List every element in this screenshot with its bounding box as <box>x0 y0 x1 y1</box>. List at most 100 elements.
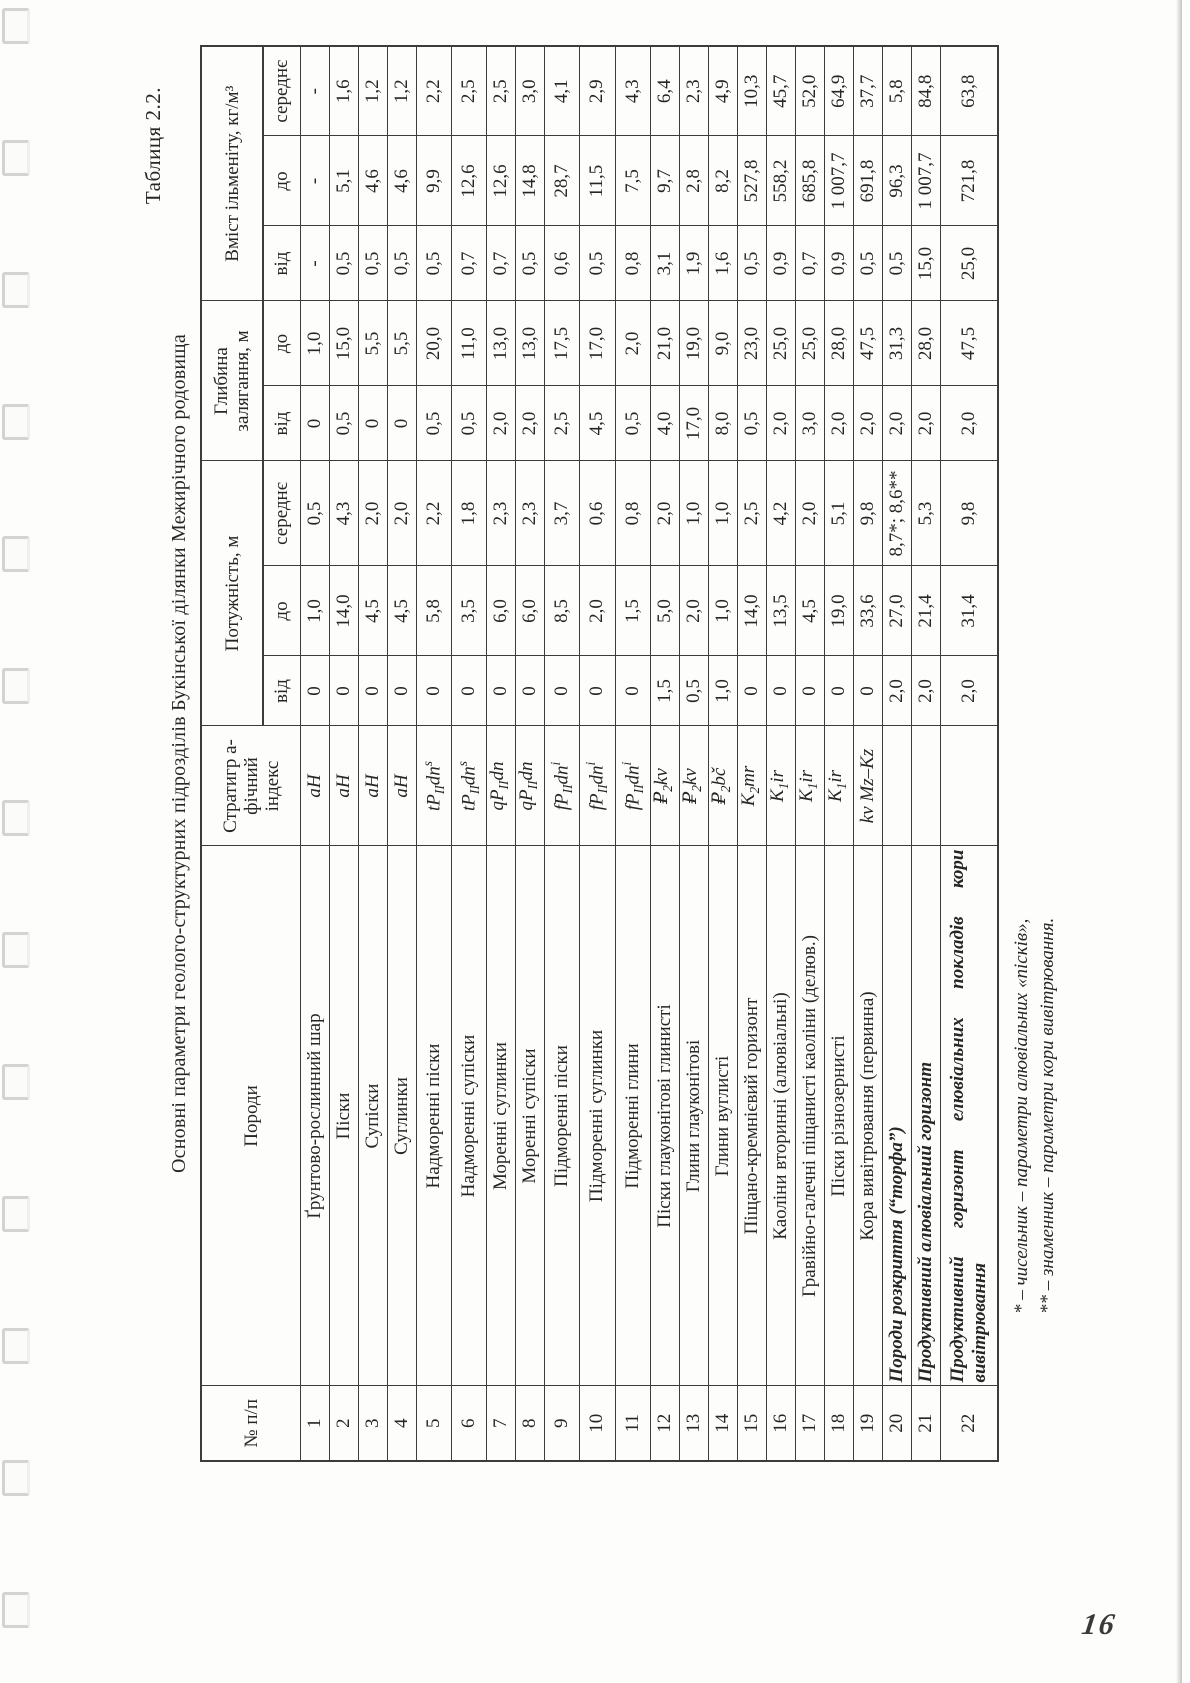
depth-from: 0,5 <box>329 385 359 461</box>
content-avg: - <box>300 45 330 136</box>
depth-from: 0 <box>300 385 330 461</box>
thickness-from: 2,0 <box>911 656 941 726</box>
row-number: 11 <box>615 1386 651 1461</box>
content-to: 685,8 <box>795 135 825 226</box>
depth-from: 0 <box>387 385 417 461</box>
content-avg: 1,2 <box>358 45 388 136</box>
rock-name: Підморенні глини <box>615 846 651 1386</box>
punch-mark <box>2 1592 30 1628</box>
subheader-depth-to: до <box>263 300 301 386</box>
depth-to: 47,5 <box>940 300 998 386</box>
table-row: 1 Ґрунтово-рослинний шар aH 0 1,0 0,5 0 1,0- - - <box>300 45 330 1461</box>
row-number: 20 <box>882 1386 912 1461</box>
thickness-from: 1,5 <box>650 656 680 726</box>
thickness-from: 0 <box>329 656 359 726</box>
depth-to: 13,0 <box>486 300 516 386</box>
strat-index: ₽2kv <box>650 726 680 846</box>
depth-to: 9,0 <box>708 300 738 386</box>
content-to: 7,5 <box>615 135 651 226</box>
thickness-to: 1,0 <box>708 566 738 656</box>
row-number: 22 <box>940 1386 998 1461</box>
table-row: 11 Підморенні глини fPIIdni 0 1,5 0,8 0,5 2,0 0,… <box>615 45 651 1461</box>
strat-index: fPIIdni <box>615 726 651 846</box>
rock-name: Піски глауконітові глинисті <box>650 846 680 1386</box>
footnote-numerator: * – чисельник – параметри алювіальних «п… <box>1010 918 1032 1314</box>
strat-index: aH <box>300 726 330 846</box>
depth-to: 1,0 <box>300 300 330 386</box>
table-row: 14 Глини вуглисті ₽2bč 1,0 1,0 1,0 8,0 9,0 1,6 8,… <box>708 45 738 1461</box>
depth-from: 17,0 <box>679 385 709 461</box>
thickness-to: 27,0 <box>882 566 912 656</box>
content-avg: 2,5 <box>486 45 516 136</box>
content-to: 5,1 <box>329 135 359 226</box>
thickness-from: 2,0 <box>882 656 912 726</box>
strat-index: aH <box>329 726 359 846</box>
subheader-thickness-to: до <box>263 566 301 656</box>
thickness-to: 3,5 <box>451 566 487 656</box>
content-to: 11,5 <box>579 135 615 226</box>
content-to: 28,7 <box>544 135 580 226</box>
row-number: 17 <box>795 1386 825 1461</box>
thickness-avg: 1,8 <box>451 460 487 566</box>
thickness-avg: 2,0 <box>358 460 388 566</box>
content-to: 8,2 <box>708 135 738 226</box>
punch-mark <box>2 8 30 44</box>
thickness-to: 2,0 <box>579 566 615 656</box>
content-avg: 64,9 <box>824 45 854 136</box>
thickness-avg: 2,3 <box>486 460 516 566</box>
row-number: 19 <box>853 1386 883 1461</box>
strat-index: tPIIdns <box>416 726 452 846</box>
page-number: 16 <box>1079 1608 1119 1641</box>
thickness-to: 8,5 <box>544 566 580 656</box>
strat-index: K1ir <box>795 726 825 846</box>
strat-index: K1ir <box>824 726 854 846</box>
depth-from: 2,0 <box>882 385 912 461</box>
depth-from: 3,0 <box>795 385 825 461</box>
content-from: 1,9 <box>679 225 709 301</box>
table-row: 9 Підморенні піски fPIIdni 0 8,5 3,7 2,5 17,5 0,… <box>544 45 580 1461</box>
rock-name: Надморенні піски <box>416 846 452 1386</box>
thickness-avg: 2,0 <box>650 460 680 566</box>
table-row: 2 Піски aH 0 14,0 4,3 0,5 15,0 0,5 5,1 1,6 <box>329 45 359 1461</box>
table-row: 18 Піски різнозернисті K1ir 0 19,0 5,1 2,0 28,0… <box>824 45 854 1461</box>
depth-to: 13,0 <box>515 300 545 386</box>
content-avg: 5,8 <box>882 45 912 136</box>
content-avg: 4,3 <box>615 45 651 136</box>
rock-name: Надморенні супіски <box>451 846 487 1386</box>
thickness-avg: 4,2 <box>766 460 796 566</box>
rock-name: Піски <box>329 846 359 1386</box>
thickness-avg: 2,3 <box>515 460 545 566</box>
content-from: 0,7 <box>451 225 487 301</box>
row-number: 3 <box>358 1386 388 1461</box>
punch-mark <box>2 536 30 572</box>
content-from: 0,5 <box>853 225 883 301</box>
strat-index: K2mr <box>737 726 767 846</box>
depth-from: 2,0 <box>853 385 883 461</box>
depth-from: 2,5 <box>544 385 580 461</box>
thickness-avg: 4,3 <box>329 460 359 566</box>
content-from: 0,9 <box>766 225 796 301</box>
table-title: Основні параметри геолого-структурних пі… <box>168 334 190 1173</box>
depth-from: 2,0 <box>940 385 998 461</box>
content-avg: 37,7 <box>853 45 883 136</box>
depth-to: 5,5 <box>387 300 417 386</box>
subheader-content-from: від <box>263 225 301 301</box>
row-number: 18 <box>824 1386 854 1461</box>
content-to: 12,6 <box>451 135 487 226</box>
punch-mark <box>2 932 30 968</box>
row-number: 21 <box>911 1386 941 1461</box>
subheader-content-avg: середнє <box>263 45 301 136</box>
content-avg: 1,2 <box>387 45 417 136</box>
thickness-to: 2,0 <box>679 566 709 656</box>
depth-to: 28,0 <box>824 300 854 386</box>
subheader-thickness-from: від <box>263 656 301 726</box>
table-row: 6 Надморенні супіски tPIIdns 0 3,5 1,8 0,5 11,0… <box>451 45 487 1461</box>
content-avg: 4,1 <box>544 45 580 136</box>
strat-index <box>882 726 912 846</box>
content-from: - <box>300 225 330 301</box>
thickness-avg: 5,3 <box>911 460 941 566</box>
content-from: 15,0 <box>911 225 941 301</box>
depth-to: 47,5 <box>853 300 883 386</box>
rock-name: Кора вивітрювання (первинна) <box>853 846 883 1386</box>
